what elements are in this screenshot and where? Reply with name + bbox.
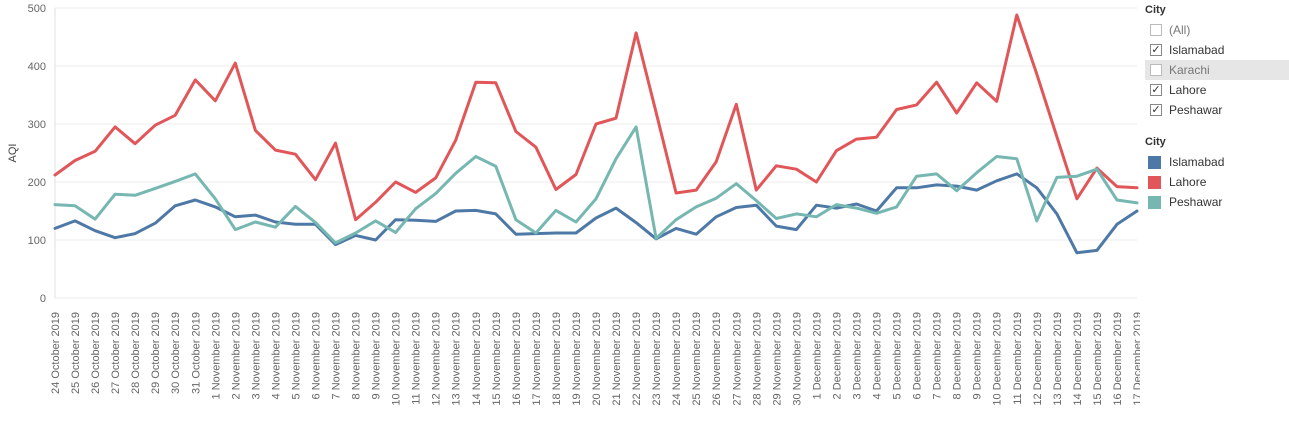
gridlines bbox=[54, 7, 1137, 299]
x-tick-label: 22 November 2019 bbox=[631, 312, 643, 406]
x-tick-label: 10 December 2019 bbox=[992, 312, 1004, 406]
x-tick-label: 27 October 2019 bbox=[110, 312, 122, 394]
x-tick-label: 12 December 2019 bbox=[1032, 312, 1044, 406]
x-tick-label: 19 November 2019 bbox=[571, 312, 583, 406]
x-tick-label: 25 October 2019 bbox=[70, 312, 82, 394]
x-tick-label: 30 November 2019 bbox=[791, 312, 803, 406]
x-tick-label: 5 November 2019 bbox=[290, 312, 302, 399]
checked-checkbox-icon[interactable]: ✓ bbox=[1150, 84, 1162, 96]
legend-swatch bbox=[1148, 155, 1161, 169]
x-tick-label: 31 October 2019 bbox=[190, 312, 202, 394]
x-tick-label: 12 November 2019 bbox=[431, 312, 443, 406]
x-tick-label: 18 November 2019 bbox=[551, 312, 563, 406]
series-line-lahore bbox=[53, 13, 1139, 222]
checked-checkbox-icon[interactable]: ✓ bbox=[1150, 44, 1162, 56]
y-tick-label: 300 bbox=[28, 119, 46, 131]
y-tick-label: 400 bbox=[28, 61, 46, 73]
legend-swatch bbox=[1148, 175, 1161, 189]
x-tick-label: 4 November 2019 bbox=[270, 312, 282, 399]
filter-item-label: Karachi bbox=[1169, 63, 1210, 77]
checked-checkbox-icon[interactable]: ✓ bbox=[1150, 104, 1162, 116]
x-tick-label: 1 December 2019 bbox=[811, 312, 823, 399]
x-tick-label: 28 November 2019 bbox=[751, 312, 763, 406]
x-tick-label: 15 November 2019 bbox=[491, 312, 503, 406]
legend-swatch bbox=[1148, 195, 1161, 209]
x-tick-label: 21 November 2019 bbox=[611, 312, 623, 406]
x-tick-label: 3 November 2019 bbox=[250, 312, 262, 399]
legend-panel: City (All) ✓ Islamabad Karachi ✓ Lahore ✓ Pesha… bbox=[1145, 0, 1289, 212]
x-tick-label: 28 October 2019 bbox=[130, 312, 142, 394]
x-tick-label: 26 October 2019 bbox=[90, 312, 102, 394]
x-tick-label: 9 December 2019 bbox=[972, 312, 984, 399]
x-tick-label: 10 November 2019 bbox=[391, 312, 403, 406]
legend-item-label: Islamabad bbox=[1169, 155, 1225, 169]
line-chart: 0 100 200 300 400 500 AQI 24 October 2019 25 O… bbox=[7, 3, 1140, 406]
legend-item-label: Lahore bbox=[1169, 175, 1207, 189]
legend-item-label: Peshawar bbox=[1169, 195, 1223, 209]
x-tick-label: 29 October 2019 bbox=[150, 312, 162, 394]
x-tick-label: 29 November 2019 bbox=[771, 312, 783, 406]
x-tick-label: 8 November 2019 bbox=[351, 312, 363, 399]
city-filter-list: (All) ✓ Islamabad Karachi ✓ Lahore ✓ Peshawar bbox=[1145, 20, 1289, 120]
x-tick-label: 15 December 2019 bbox=[1092, 312, 1104, 406]
x-tick-label: 6 November 2019 bbox=[310, 312, 322, 399]
x-tick-label: 7 December 2019 bbox=[932, 312, 944, 399]
x-tick-label: 1 November 2019 bbox=[210, 312, 222, 399]
x-tick-label: 8 December 2019 bbox=[952, 312, 964, 399]
legend-item-islamabad[interactable]: Islamabad bbox=[1145, 152, 1289, 172]
x-tick-label: 14 November 2019 bbox=[471, 312, 483, 406]
filter-item-label: (All) bbox=[1169, 23, 1191, 37]
filter-item-all[interactable]: (All) bbox=[1145, 20, 1289, 40]
series-line-islamabad bbox=[53, 172, 1139, 255]
x-tick-label: 23 November 2019 bbox=[651, 312, 663, 406]
x-tick-label: 2 December 2019 bbox=[831, 312, 843, 399]
y-tick-label: 200 bbox=[28, 177, 46, 189]
x-tick-label: 14 December 2019 bbox=[1072, 312, 1084, 406]
x-tick-label: 17 December 2019 bbox=[1132, 312, 1140, 406]
x-tick-label: 5 December 2019 bbox=[892, 312, 904, 399]
y-tick-label: 500 bbox=[28, 3, 46, 15]
x-tick-label: 9 November 2019 bbox=[371, 312, 383, 399]
x-tick-label: 20 November 2019 bbox=[591, 312, 603, 406]
x-tick-label: 16 December 2019 bbox=[1112, 312, 1124, 406]
series-lines bbox=[53, 13, 1139, 255]
x-tick-label: 7 November 2019 bbox=[331, 312, 343, 399]
filter-item-label: Peshawar bbox=[1169, 103, 1223, 117]
color-legend-list: Islamabad Lahore Peshawar bbox=[1145, 152, 1289, 212]
filter-item-label: Islamabad bbox=[1169, 43, 1225, 57]
x-tick-label: 4 December 2019 bbox=[872, 312, 884, 399]
y-tick-label: 100 bbox=[28, 235, 46, 247]
y-tick-label: 0 bbox=[40, 293, 46, 305]
x-tick-label: 11 December 2019 bbox=[1012, 312, 1024, 405]
filter-item-label: Lahore bbox=[1169, 83, 1207, 97]
x-tick-label: 13 November 2019 bbox=[451, 312, 463, 406]
color-legend-title: City bbox=[1145, 136, 1166, 148]
x-tick-label: 27 November 2019 bbox=[731, 312, 743, 406]
x-tick-label: 24 October 2019 bbox=[50, 312, 62, 394]
x-tick-label: 17 November 2019 bbox=[531, 312, 543, 406]
legend-item-lahore[interactable]: Lahore bbox=[1145, 172, 1289, 192]
unchecked-checkbox-icon[interactable] bbox=[1150, 64, 1162, 76]
x-tick-label: 3 December 2019 bbox=[851, 312, 863, 399]
x-tick-label: 11 November 2019 bbox=[411, 312, 423, 405]
x-tick-label: 2 November 2019 bbox=[230, 312, 242, 399]
x-tick-label: 16 November 2019 bbox=[511, 312, 523, 406]
x-axis-ticks: 24 October 2019 25 October 2019 26 October… bbox=[50, 312, 1140, 406]
x-tick-label: 13 December 2019 bbox=[1052, 312, 1064, 406]
unchecked-checkbox-icon[interactable] bbox=[1150, 24, 1162, 36]
x-tick-label: 6 December 2019 bbox=[912, 312, 924, 399]
filter-item-lahore[interactable]: ✓ Lahore bbox=[1145, 80, 1289, 100]
x-tick-label: 26 November 2019 bbox=[711, 312, 723, 406]
legend-item-peshawar[interactable]: Peshawar bbox=[1145, 192, 1289, 212]
y-axis-ticks: 0 100 200 300 400 500 bbox=[28, 3, 46, 305]
filter-item-islamabad[interactable]: ✓ Islamabad bbox=[1145, 40, 1289, 60]
filter-item-peshawar[interactable]: ✓ Peshawar bbox=[1145, 100, 1289, 120]
y-axis-title: AQI bbox=[7, 144, 19, 163]
series-line-peshawar bbox=[53, 125, 1139, 245]
filter-item-karachi[interactable]: Karachi bbox=[1145, 60, 1289, 80]
x-tick-label: 25 November 2019 bbox=[691, 312, 703, 406]
x-tick-label: 24 November 2019 bbox=[671, 312, 683, 406]
x-tick-label: 30 October 2019 bbox=[170, 312, 182, 394]
filter-title: City bbox=[1145, 4, 1166, 16]
